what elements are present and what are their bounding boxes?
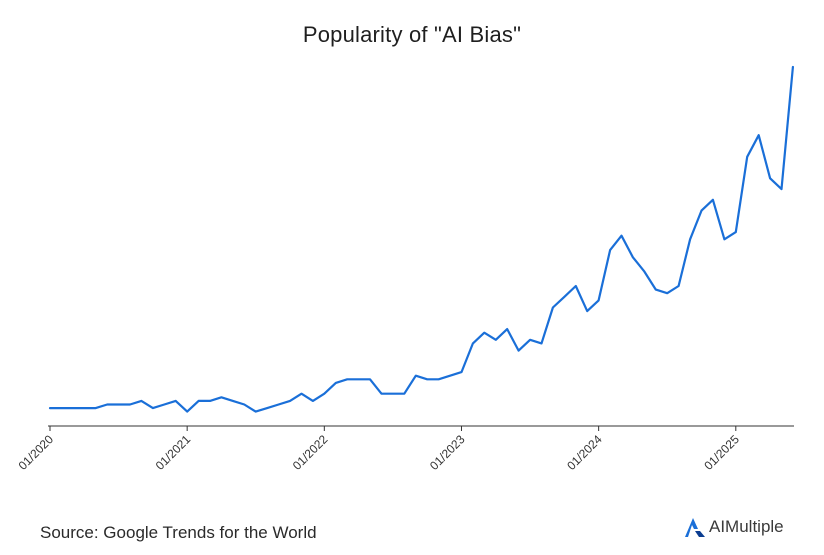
source-note: Source: Google Trends for the World — [40, 523, 317, 542]
x-tick-label: 01/2023 — [427, 432, 468, 473]
aimultiple-logo-icon — [685, 518, 705, 537]
x-tick-label: 01/2020 — [16, 432, 57, 473]
x-tick-label: 01/2024 — [564, 432, 605, 473]
series-line — [48, 65, 795, 413]
brand-name: AIMultiple — [709, 517, 784, 536]
chart-title: Popularity of "AI Bias" — [302, 22, 522, 47]
brand-logo-group: AIMultiple — [684, 514, 784, 540]
x-tick-label: 01/2025 — [701, 432, 742, 473]
x-tick-label: 01/2022 — [290, 432, 331, 473]
x-tick-label: 01/2021 — [153, 432, 194, 473]
